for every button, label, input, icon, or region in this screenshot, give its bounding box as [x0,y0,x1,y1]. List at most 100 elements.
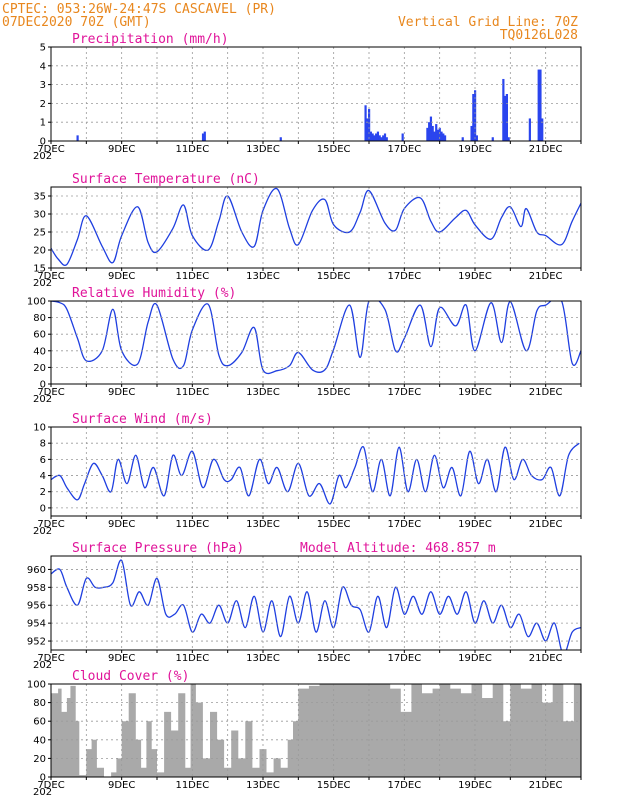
precip-bar [426,127,429,141]
precip-bar [201,133,205,141]
precip-bar [505,94,508,141]
cloud-panel: 0 20 40 60 80 100 7DEC 9DEC 11DEC 13DEC 15DEC 17DEC… [27,669,582,798]
temp-xtick-label: 19DEC [458,271,492,282]
precip-title: Precipitation (mm/h) [72,32,229,47]
precip-plot-area [76,69,544,141]
precip-panel: 0 1 2 3 4 5 7DEC 9DEC 11DEC 13DEC 15DEC 17DEC 19DEC 2… [33,32,582,162]
pres-xtick-label: 11DEC [175,653,209,664]
precip-bar [431,125,434,141]
rh-xtick-label: 13DEC [246,387,280,398]
wind-xtick-label: 15DEC [317,519,351,530]
precip-ytick-label: 0 [40,137,46,148]
wind-xtick-label: 7DEC [37,519,64,530]
wind-xtick-label: 11DEC [175,519,209,530]
temp-ytick-label: 15 [33,264,46,275]
rh-xtick-label: 11DEC [175,387,209,398]
precip-bar [76,135,79,141]
precip-bar [368,109,371,141]
wind-title: Surface Wind (m/s) [72,412,213,427]
header-line1: CPTEC: 053:26W-24:47S CASCAVEL (PR) [2,2,276,17]
pres-frame [50,555,582,651]
cloud-plot-area [51,684,581,777]
temp-xtick-label: 17DEC [387,271,421,282]
wind-plot-area [51,442,580,505]
temp-plot-area [51,187,581,266]
pres-xtick-label: 15DEC [317,653,351,664]
rh-title: Relative Humidity (%) [72,286,236,301]
rh-frame [50,300,582,385]
precip-xtick-label: 21DEC [529,144,563,155]
wind-ytick-label: 0 [40,503,46,514]
pres-xtick-label: 13DEC [246,653,280,664]
cloud-xtick-label: 11DEC [175,780,209,791]
wind-frame [50,426,582,517]
precip-bar [382,135,385,141]
temp-frame [50,186,582,269]
pres-year-fragment: 202 [33,660,52,671]
rh-ytick-label: 100 [27,297,46,308]
precip-bar [442,133,445,141]
precip-bar [491,137,494,141]
pres-subtitle: Model Altitude: 468.857 m [300,541,496,556]
precip-bar [203,131,206,141]
cloud-xtick-label: 19DEC [458,780,492,791]
rh-ytick-label: 80 [33,313,46,324]
temp-year-fragment: 202 [33,278,52,289]
cloud-ytick-label: 0 [40,773,46,784]
header-line2: 07DEC2020 70Z (GMT) [2,15,151,30]
pres-xtick-label: 19DEC [458,653,492,664]
wind-panel: 0 2 4 6 8 10 7DEC 9DEC 11DEC 13DEC 15DEC 17DEC 19DEC… [33,412,582,537]
precip-bar [383,133,387,141]
precip-bar [474,90,477,141]
temp-ytick-label: 30 [33,210,46,221]
precip-bar [504,95,507,141]
precip-bar [436,129,440,141]
precip-xtick-label: 15DEC [317,144,351,155]
wind-xtick-label: 9DEC [108,519,135,530]
precip-bar [440,131,443,141]
wind-xtick-label: 19DEC [458,519,492,530]
wind-ytick-label: 4 [40,471,46,482]
pres-xtick-label: 17DEC [387,653,421,664]
precip-bar [539,69,542,141]
precip-bar [475,135,478,141]
header-grid-note: Vertical Grid Line: 70Z [398,15,578,30]
cloud-year-fragment: 202 [33,787,52,798]
precip-bar [429,116,433,141]
wind-xtick-label: 21DEC [529,519,563,530]
precip-bar [378,135,381,141]
temp-ytick-label: 25 [33,228,46,239]
temp-xtick-label: 13DEC [246,271,280,282]
precip-bar [537,69,540,141]
wind-ytick-label: 10 [33,423,46,434]
pres-xtick-label: 9DEC [108,653,135,664]
rh-year-fragment: 202 [33,394,52,405]
temp-ytick-label: 20 [33,246,46,257]
cloud-ytick-label: 100 [27,680,46,691]
wind-series-line [51,442,580,505]
precip-xtick-label: 11DEC [175,144,209,155]
rh-panel: 0 20 40 60 80 100 7DEC 9DEC 11DEC 13DEC 15DEC 17DEC… [27,286,582,405]
cloud-xtick-label: 9DEC [108,780,135,791]
cloud-xtick-label: 13DEC [246,780,280,791]
cloud-ytick-label: 80 [33,698,46,709]
rh-xtick-label: 17DEC [387,387,421,398]
precip-xtick-label: 19DEC [458,144,492,155]
precip-bar [541,118,544,141]
precip-bar [443,135,447,141]
precip-ytick-label: 4 [40,61,46,72]
precip-bar [380,137,383,141]
precip-bar [369,131,372,141]
temp-xtick-label: 9DEC [108,271,135,282]
precip-bar [371,133,374,141]
precip-bar [461,137,464,141]
precip-frame [50,46,582,142]
precip-bar [438,127,441,141]
precip-bar [375,133,378,141]
precip-bar [364,105,367,141]
cloud-xtick-label: 15DEC [317,780,351,791]
temp-title: Surface Temperature (nC) [72,172,260,187]
wind-year-fragment: 202 [33,526,52,537]
precip-bar [376,131,380,141]
